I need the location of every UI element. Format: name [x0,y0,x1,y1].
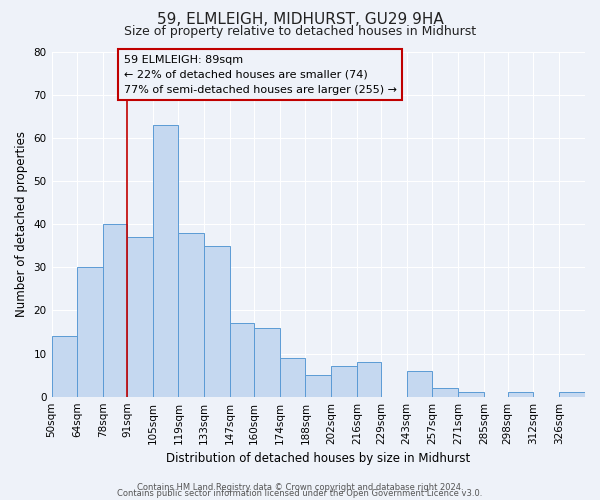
Bar [331,366,357,396]
Text: 59 ELMLEIGH: 89sqm
← 22% of detached houses are smaller (74)
77% of semi-detache: 59 ELMLEIGH: 89sqm ← 22% of detached hou… [124,55,397,94]
Bar [204,246,230,396]
Bar [280,358,305,397]
Bar [407,371,433,396]
Bar [103,224,127,396]
X-axis label: Distribution of detached houses by size in Midhurst: Distribution of detached houses by size … [166,452,470,465]
Bar [153,125,178,396]
Text: Size of property relative to detached houses in Midhurst: Size of property relative to detached ho… [124,25,476,38]
Bar [127,237,153,396]
Bar [52,336,77,396]
Bar [357,362,381,396]
Bar [77,267,103,396]
Text: Contains public sector information licensed under the Open Government Licence v3: Contains public sector information licen… [118,490,482,498]
Bar [230,324,254,396]
Bar [254,328,280,396]
Text: Contains HM Land Registry data © Crown copyright and database right 2024.: Contains HM Land Registry data © Crown c… [137,483,463,492]
Bar [178,232,204,396]
Bar [458,392,484,396]
Bar [559,392,585,396]
Y-axis label: Number of detached properties: Number of detached properties [15,131,28,317]
Bar [433,388,458,396]
Bar [508,392,533,396]
Text: 59, ELMLEIGH, MIDHURST, GU29 9HA: 59, ELMLEIGH, MIDHURST, GU29 9HA [157,12,443,28]
Bar [305,375,331,396]
